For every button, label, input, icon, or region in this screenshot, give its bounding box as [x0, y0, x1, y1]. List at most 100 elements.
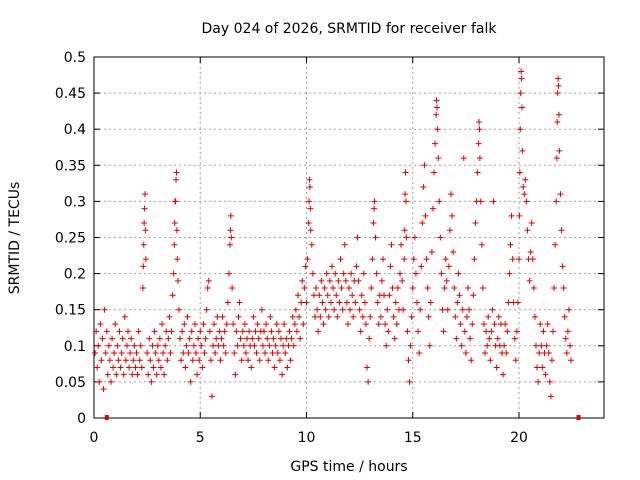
grid-lines	[94, 57, 604, 418]
data-point	[401, 227, 408, 234]
data-point	[343, 299, 350, 306]
data-point	[259, 342, 266, 349]
data-point	[557, 191, 564, 198]
data-point	[516, 212, 523, 219]
data-point	[518, 75, 525, 82]
data-point	[524, 227, 531, 234]
data-point	[116, 328, 123, 335]
data-point	[254, 321, 261, 328]
data-point	[284, 364, 291, 371]
data-point	[130, 357, 137, 364]
y-tick-label: 0.35	[55, 158, 86, 174]
data-point	[235, 313, 242, 320]
data-point	[466, 306, 473, 313]
data-point	[253, 350, 260, 357]
x-tick-label: 20	[510, 430, 528, 446]
data-point	[508, 212, 515, 219]
data-point	[140, 241, 147, 248]
data-point	[555, 82, 562, 89]
data-point	[188, 328, 195, 335]
data-point	[553, 155, 560, 162]
data-point	[134, 371, 141, 378]
data-point	[238, 357, 245, 364]
data-point	[297, 335, 304, 342]
data-point	[454, 299, 461, 306]
data-point	[529, 256, 536, 263]
data-point	[287, 357, 294, 364]
data-point	[556, 147, 563, 154]
data-point	[231, 350, 238, 357]
data-point	[439, 306, 446, 313]
data-point	[242, 350, 249, 357]
data-point	[114, 342, 121, 349]
data-point	[197, 328, 204, 335]
data-point	[220, 342, 227, 349]
x-axis-label: GPS time / hours	[290, 459, 407, 475]
data-point	[475, 140, 482, 147]
data-points	[92, 68, 575, 400]
data-point	[553, 198, 560, 205]
data-point	[119, 335, 126, 342]
data-point	[167, 350, 174, 357]
data-point	[350, 313, 357, 320]
data-point	[344, 321, 351, 328]
data-point	[433, 111, 440, 118]
data-point	[404, 328, 411, 335]
data-point	[506, 270, 513, 277]
data-point	[133, 350, 140, 357]
data-point	[269, 350, 276, 357]
data-point	[392, 299, 399, 306]
data-point	[230, 321, 237, 328]
data-point	[326, 277, 333, 284]
y-axis-label: SRMTID / TECUs	[7, 182, 23, 295]
data-point	[393, 321, 400, 328]
x-tick-labels: 0 5 10 15 20	[90, 430, 528, 446]
data-point	[120, 371, 127, 378]
data-point	[298, 299, 305, 306]
data-point	[337, 256, 344, 263]
y-tick-label: 0.1	[64, 339, 86, 355]
data-point	[537, 321, 544, 328]
data-point	[568, 357, 575, 364]
data-point	[500, 371, 507, 378]
data-point	[289, 313, 296, 320]
data-point	[274, 350, 281, 357]
data-point	[179, 328, 186, 335]
data-point	[315, 328, 322, 335]
data-point	[258, 306, 265, 313]
data-point	[131, 342, 138, 349]
data-point	[385, 328, 392, 335]
data-point	[468, 357, 475, 364]
data-point	[255, 335, 262, 342]
data-point	[173, 227, 180, 234]
data-point	[181, 321, 188, 328]
data-point	[122, 357, 129, 364]
data-point	[232, 371, 239, 378]
data-point	[299, 277, 306, 284]
data-point	[105, 342, 112, 349]
data-point	[421, 162, 428, 169]
data-point	[552, 241, 559, 248]
data-point	[417, 306, 424, 313]
data-point	[463, 313, 470, 320]
data-point	[426, 342, 433, 349]
data-point	[363, 321, 369, 328]
data-point	[416, 350, 423, 357]
data-point	[138, 364, 145, 371]
data-point	[210, 342, 216, 349]
data-point	[150, 364, 157, 371]
data-point	[151, 328, 158, 335]
data-point	[153, 371, 160, 378]
data-point	[438, 270, 445, 277]
data-point	[142, 256, 149, 263]
data-point	[505, 299, 512, 306]
data-point	[520, 183, 527, 190]
data-point	[514, 299, 521, 306]
data-point	[517, 126, 524, 133]
data-point	[227, 212, 234, 219]
data-point	[152, 350, 159, 357]
y-tick-labels: 0 0.05 0.1 0.15 0.2 0.25 0.3 0.35 0.4 0.45 0.5	[55, 50, 86, 427]
data-point	[296, 313, 303, 320]
data-point	[301, 285, 308, 292]
x-tick-label: 15	[404, 430, 422, 446]
